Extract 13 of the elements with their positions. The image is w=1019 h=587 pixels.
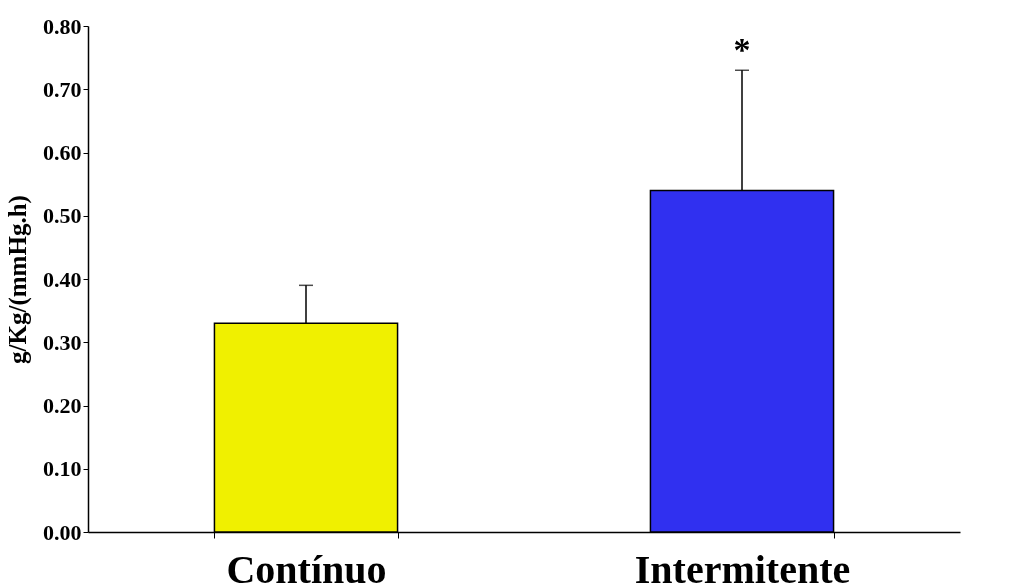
y-tick-label: 0.10 (43, 456, 82, 482)
y-tick-label: 0.60 (43, 140, 82, 165)
y-tick-label: 0.50 (43, 203, 82, 229)
y-tick-label: 0.00 (43, 519, 82, 545)
y-axis-title: g/Kg/(mmHg.h) (4, 195, 32, 364)
y-tick-label: 0.40 (43, 266, 82, 292)
x-tick-label: Contínuo (226, 546, 387, 587)
y-tick-label: 0.20 (43, 393, 82, 418)
y-tick-label: 0.70 (43, 76, 82, 102)
x-tick-label: Intermitente (634, 546, 851, 587)
annotation: * (733, 31, 751, 68)
y-tick-label: 0.30 (43, 329, 82, 355)
y-tick-label: 0.80 (43, 13, 82, 39)
